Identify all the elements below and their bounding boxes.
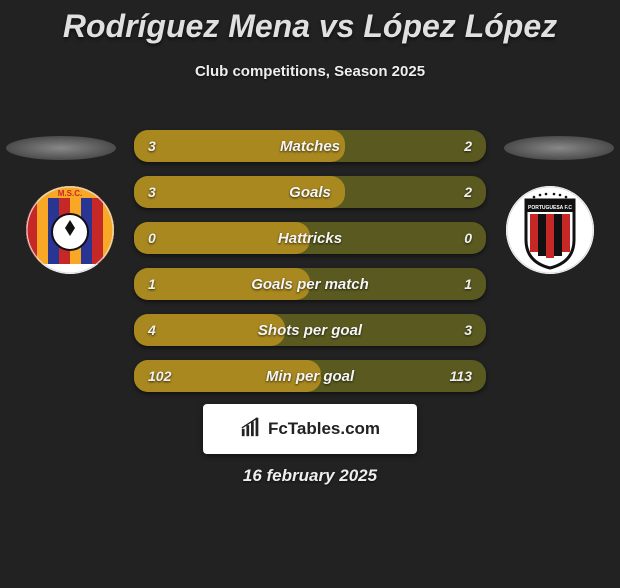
stat-left-value: 3 [148,138,156,154]
svg-text:M.S.C.: M.S.C. [58,189,82,198]
stat-left-value: 0 [148,230,156,246]
stats-rows: 3 Matches 2 3 Goals 2 0 Hattricks 0 1 Goals per ma… [134,130,486,406]
stat-left-value: 3 [148,184,156,200]
stat-right-value: 113 [450,368,472,384]
footer-brand-text: FcTables.com [268,419,380,439]
stat-row: 0 Hattricks 0 [134,222,486,254]
vs-text: vs [319,8,355,44]
svg-text:PORTUGUESA F.C: PORTUGUESA F.C [528,205,572,211]
stat-row: 102 Min per goal 113 [134,360,486,392]
stat-label: Matches [280,138,340,155]
stat-label: Shots per goal [258,322,362,339]
stat-label: Goals [289,184,331,201]
player1-platform [6,136,116,160]
stat-left-value: 102 [148,368,171,384]
stat-row: 3 Goals 2 [134,176,486,208]
stat-left-value: 1 [148,276,156,292]
player1-name: Rodríguez Mena [63,8,310,44]
stat-label: Goals per match [251,276,369,293]
fctables-logo-icon [240,416,262,443]
stat-row: 1 Goals per match 1 [134,268,486,300]
comparison-title: Rodríguez Mena vs López López [0,8,620,45]
stat-label: Min per goal [266,368,354,385]
player2-club-badge: PORTUGUESA F.C [506,186,594,274]
player1-club-badge: M.S.C. [26,186,114,274]
stat-right-value: 2 [464,184,472,200]
player2-platform [504,136,614,160]
player2-name: López López [363,8,557,44]
stat-right-value: 2 [464,138,472,154]
stat-right-value: 1 [464,276,472,292]
stat-row: 3 Matches 2 [134,130,486,162]
stat-label: Hattricks [278,230,342,247]
stat-left-value: 4 [148,322,156,338]
stat-row: 4 Shots per goal 3 [134,314,486,346]
footer-brand-card[interactable]: FcTables.com [203,404,417,454]
comparison-date: 16 february 2025 [0,466,620,486]
subtitle: Club competitions, Season 2025 [0,63,620,80]
stat-right-value: 3 [464,322,472,338]
stat-right-value: 0 [464,230,472,246]
